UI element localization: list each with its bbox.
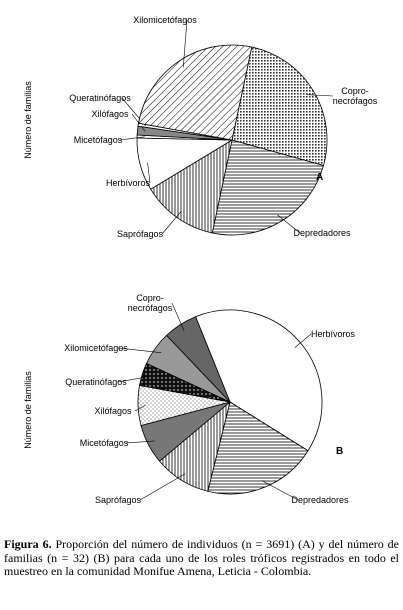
leader-line [125, 440, 155, 444]
axis-label: Número de familias [23, 81, 33, 159]
slice-label: Depredadores [293, 228, 351, 238]
panel-label: B [336, 446, 344, 457]
pie-slice [165, 316, 231, 403]
slice-label: Xilófagos [91, 109, 129, 119]
slice-label: Saprófagos [116, 229, 164, 239]
leader-line [306, 94, 334, 97]
leader-line [139, 473, 186, 501]
pie-slice [138, 44, 253, 141]
slice-label: Saprófagos [94, 495, 142, 505]
leader-line [277, 214, 301, 234]
slice-label: Xilomicetófagos [133, 15, 197, 25]
leader-line [117, 376, 150, 383]
caption-label: Figura 6. [4, 537, 52, 551]
pie-slice [207, 401, 309, 495]
slice-label: Copro-necrófagos [127, 293, 173, 313]
slice-label: Xilófagos [94, 406, 132, 416]
leader-line [161, 211, 182, 235]
slice-label: Queratinófagos [69, 93, 131, 103]
axis-label: Número de familias [23, 371, 33, 449]
leader-line [182, 19, 188, 68]
slice-label: Herbívoros [105, 178, 150, 188]
slice-label: Herbívoros [310, 329, 355, 339]
pie-slice [150, 139, 233, 234]
slice-label: Queratinófagos [65, 377, 127, 387]
leader-line [261, 480, 299, 501]
leader-line [294, 333, 312, 348]
caption-text: Proporción del número de individuos (n =… [4, 537, 400, 578]
leader-line [147, 162, 151, 184]
slice-label: Depredadores [291, 495, 349, 505]
slice-label: Micetófagos [79, 438, 129, 448]
pie-slice [211, 139, 324, 236]
leader-line [119, 136, 145, 141]
slice-label: Xilomicetófagos [64, 343, 128, 353]
slice-label: Micetófagos [73, 135, 123, 145]
leader-line [134, 404, 146, 412]
slice-label: Copro-necrófagos [332, 86, 378, 106]
panel-label: A [316, 172, 324, 183]
leader-line [117, 347, 162, 354]
pie-slice [231, 46, 328, 167]
caption: Figura 6. Proporción del número de indiv… [4, 537, 400, 579]
charts [117, 19, 334, 501]
leader-line [171, 302, 185, 331]
